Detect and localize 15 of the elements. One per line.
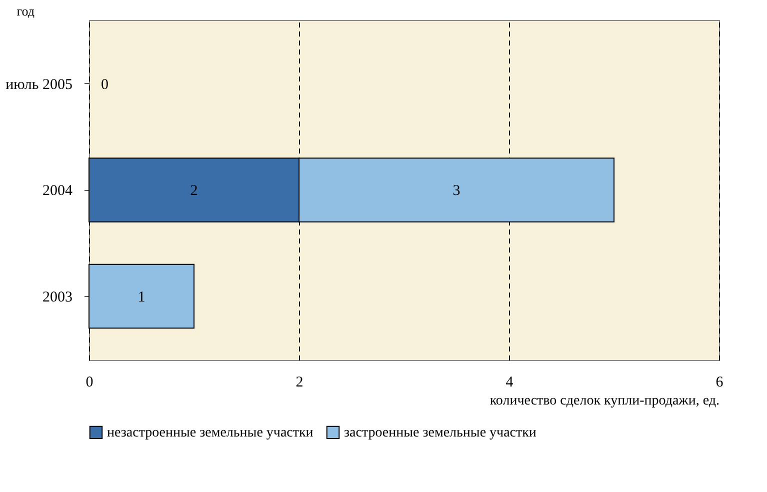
data-label: 3 — [452, 183, 460, 199]
legend-label: незастроенные земельные участки — [107, 425, 314, 440]
y-tick-label: 2004 — [42, 183, 73, 199]
x-axis-title: количество сделок купли-продажи, ед. — [490, 394, 720, 408]
x-tick-label: 0 — [86, 374, 94, 390]
data-label: 0 — [101, 76, 108, 93]
y-tick-label: 2003 — [42, 289, 72, 306]
data-label: 2 — [190, 183, 198, 199]
y-axis-title: год — [16, 4, 35, 18]
legend-label: застроенные земельные участки — [344, 425, 537, 440]
x-tick-label: 6 — [716, 374, 724, 390]
y-tick-label: июль 2005 — [6, 76, 72, 93]
data-label: 1 — [138, 289, 146, 306]
x-tick-label: 4 — [506, 374, 514, 390]
x-tick-label: 2 — [296, 374, 304, 390]
